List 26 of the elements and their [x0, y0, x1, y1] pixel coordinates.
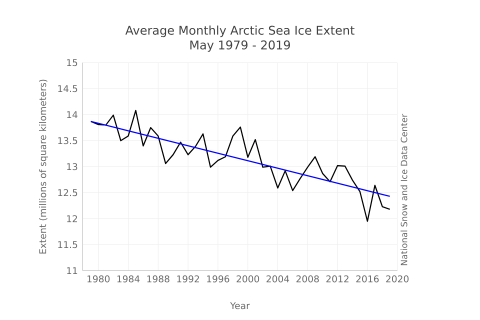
x-tick-label: 2000	[236, 275, 260, 282]
x-axis-title: Year	[230, 302, 250, 310]
x-tick-label: 2020	[386, 275, 409, 282]
line-series	[90, 110, 390, 222]
y-tick-label: 11	[67, 267, 78, 274]
y-tick-label: 12.5	[58, 189, 78, 196]
x-tick-label: 1996	[207, 275, 230, 282]
y-tick-label: 13.5	[58, 137, 78, 144]
y-tick-label: 15	[67, 59, 78, 66]
x-tick-label: 2004	[266, 275, 290, 282]
x-tick-label: 1992	[177, 275, 199, 282]
chart-subtitle: May 1979 - 2019	[190, 40, 290, 52]
x-tick-label: 2012	[326, 275, 348, 282]
x-tick-label: 1988	[147, 275, 170, 282]
text: National Snow and Ice Data Center	[400, 114, 408, 266]
y-tick-label: 14	[67, 111, 78, 118]
y-tick-label: 11.5	[58, 241, 78, 248]
x-tick-label: 2016	[356, 275, 379, 282]
x-tick-label: 1984	[117, 275, 140, 282]
x-tick-label: 1980	[88, 275, 110, 282]
y-tick-label: 14.5	[58, 85, 78, 92]
x-tick-label: 2008	[296, 275, 319, 282]
y-axis-title: Extent (millions of square kilometers)	[38, 80, 48, 254]
chart-title: Average Monthly Arctic Sea Ice Extent	[125, 26, 354, 38]
y-tick-label: 12	[67, 215, 78, 222]
y-tick-label: 13	[67, 163, 78, 170]
